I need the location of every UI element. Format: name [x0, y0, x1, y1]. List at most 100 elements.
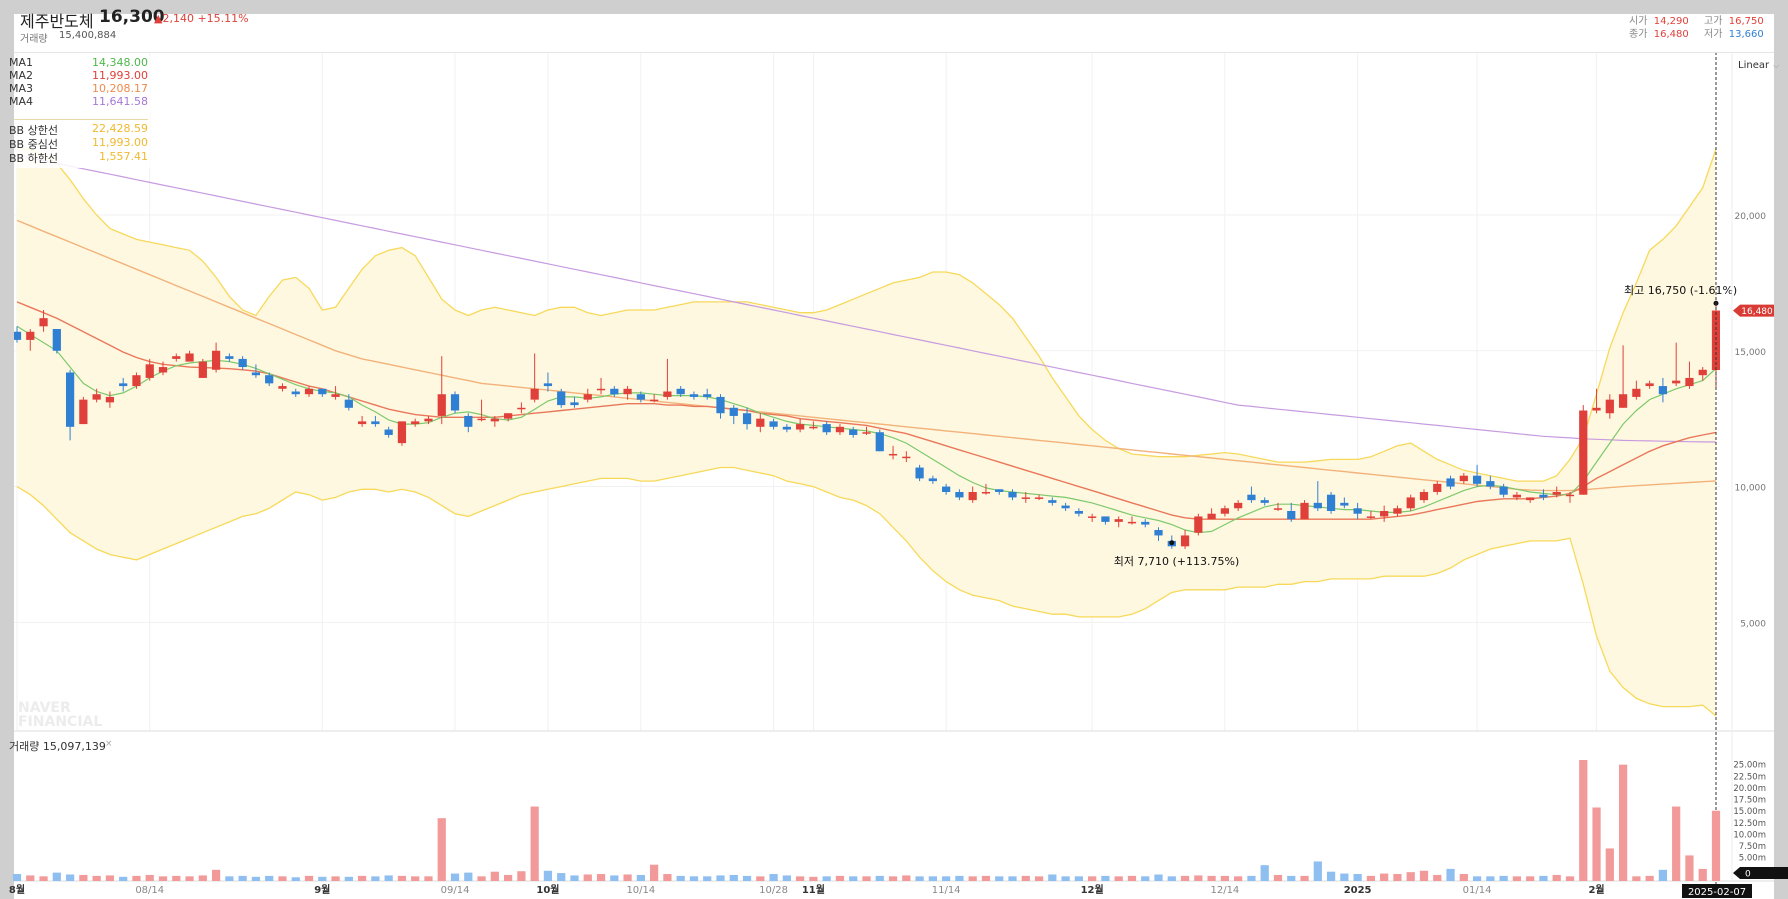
ma3-line — [16, 219, 1717, 492]
candle-body — [251, 372, 261, 376]
candle-body — [1154, 530, 1163, 536]
high-price: 고가 16,750 — [1704, 12, 1764, 27]
volume-bar — [291, 877, 300, 881]
volume-bar — [1340, 873, 1349, 881]
volume-bar — [119, 876, 128, 881]
candle-body — [1008, 491, 1017, 498]
candle-body — [1061, 505, 1070, 509]
volume-bar — [265, 875, 274, 881]
indicator-legend: MA1 14,348.00 MA2 11,993.00 MA3 10,208.17 M… — [9, 56, 150, 168]
volume-bar — [663, 874, 672, 881]
candle-body — [942, 486, 951, 492]
volume-bar — [344, 876, 353, 881]
candle-body — [1486, 481, 1495, 487]
stock-price: 16,300 — [99, 7, 165, 27]
volume-bar — [1605, 848, 1614, 881]
low-marker-dot — [1169, 540, 1175, 546]
x-tick-label: 2025 — [1344, 885, 1372, 896]
volume-tick-label: 17.50m — [1733, 796, 1766, 806]
open-price: 시가 14,290 — [1629, 12, 1689, 27]
candle-body — [1406, 497, 1415, 509]
close-label: 종가 — [1629, 29, 1648, 40]
low-price: 저가 13,660 — [1704, 25, 1764, 40]
candle-body — [1034, 497, 1044, 499]
candle-body — [490, 418, 499, 422]
volume-bar — [1579, 760, 1588, 881]
volume-tick-label: 15.00m — [1733, 807, 1766, 817]
volume-bar — [1088, 876, 1097, 881]
volume-bar — [1220, 875, 1229, 881]
candle-body — [1380, 511, 1389, 517]
price-plot-group — [14, 52, 1720, 731]
candle-body — [291, 391, 300, 395]
volume-bar — [1658, 869, 1668, 881]
chevron-down-icon: ⌵ — [1773, 61, 1780, 70]
volume-bar — [357, 875, 367, 881]
volume-bar — [384, 875, 393, 881]
legend-value: 14,348.00 — [92, 56, 148, 69]
candle-body — [1273, 508, 1283, 510]
candle-body — [636, 394, 645, 400]
candle-body — [1592, 407, 1601, 411]
candle-body — [663, 391, 672, 397]
candle-body — [835, 426, 845, 433]
volume-bar — [1101, 875, 1110, 881]
candle-body — [65, 372, 75, 427]
candle-body — [39, 318, 48, 327]
candle-body — [1247, 494, 1256, 501]
volume-bar — [570, 875, 579, 881]
candle-body — [198, 361, 207, 378]
volume-bar — [835, 875, 845, 881]
volume-tick-label: 5.00m — [1739, 854, 1766, 864]
ma2-line — [16, 301, 1717, 520]
close-icon[interactable]: × — [105, 739, 113, 749]
volume-bar — [1419, 870, 1429, 881]
candle-body — [1446, 478, 1455, 487]
volume-bar — [822, 876, 831, 881]
candle-body — [105, 396, 115, 403]
volume-bar — [809, 876, 818, 881]
candle-body — [145, 364, 154, 378]
candle-body — [928, 478, 937, 482]
high-value: 16,750 — [1728, 16, 1764, 27]
volume-label: 거래량 — [20, 34, 48, 45]
candle-body — [1313, 502, 1322, 509]
scale-mode-dropdown[interactable]: Linear ⌵ — [1738, 60, 1779, 71]
candle-body — [1632, 388, 1641, 397]
candle-body — [225, 356, 234, 359]
candle-body — [1366, 516, 1376, 518]
volume-bar — [1446, 868, 1455, 881]
volume-bar — [1632, 876, 1641, 881]
candle-body — [411, 421, 420, 425]
candle-body — [450, 394, 460, 411]
legend-bb-lower: BB 하한선 1,557.41 — [9, 150, 148, 165]
candle-body — [384, 429, 393, 435]
volume-bar — [583, 874, 592, 881]
candle-body — [304, 388, 314, 395]
volume-bar — [928, 876, 937, 881]
naver-financial-watermark: NAVER FINANCIAL — [18, 700, 102, 730]
volume-bar — [1194, 875, 1203, 881]
volume-bar — [318, 876, 327, 881]
volume-bar — [1127, 875, 1137, 881]
ma4-line — [16, 154, 1717, 443]
current-price-tag — [1733, 304, 1774, 317]
volume-bar — [251, 876, 261, 881]
candle-body — [1340, 502, 1349, 506]
volume-bar — [65, 874, 75, 881]
candle-body — [1698, 369, 1707, 376]
bb-upper-line — [16, 146, 1717, 482]
candle-body — [517, 407, 526, 410]
candle-body — [822, 424, 831, 433]
candle-body — [769, 421, 778, 427]
volume-bar — [557, 873, 566, 881]
watermark-line: NAVER — [18, 700, 71, 716]
candle-body — [1114, 519, 1123, 522]
volume-bar — [1433, 874, 1442, 881]
legend-value: 11,993.00 — [92, 69, 148, 82]
candle-body — [729, 407, 738, 416]
candle-body — [583, 394, 592, 400]
volume-bar — [796, 876, 805, 881]
volume-bar — [862, 876, 871, 881]
